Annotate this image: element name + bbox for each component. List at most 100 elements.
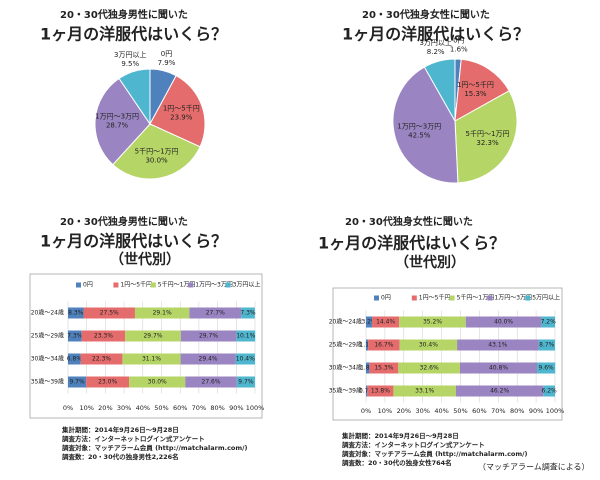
y-tick-label: 35歳～39歳 — [329, 387, 362, 395]
pie-slice — [392, 66, 459, 184]
slice-value: 9.5% — [121, 60, 139, 68]
data-label: 1.1% — [359, 342, 375, 349]
bar-segment — [185, 376, 237, 388]
survey-note: 調査対象：マッチアラーム会員 (http://matchalarm.com/) — [62, 443, 248, 452]
bar-segment — [125, 330, 181, 342]
chart-subtitle: 20・30代独身男性に聞いた — [60, 8, 188, 21]
pie-slice — [112, 123, 201, 180]
data-label: 40.0% — [494, 319, 513, 326]
pie-slice — [118, 68, 151, 126]
survey-note: 調査数：20・30代の独身女性764名 — [342, 458, 452, 467]
bar-segment — [180, 330, 237, 342]
bar-segment — [368, 339, 400, 351]
slice-label: 1万円～3万円 — [397, 122, 441, 130]
chart-subtitle: 20・30代独身女性に聞いた — [362, 8, 490, 21]
pie-slice — [423, 58, 456, 123]
bar-segment — [399, 316, 466, 328]
data-label: 16.7% — [374, 342, 393, 349]
legend-label: 1万円～3万円 — [494, 295, 532, 302]
slice-label: 3万円以上 — [114, 50, 146, 59]
survey-note: 調査方法：インターネットログイン式アンケート — [342, 440, 485, 449]
bar-segment — [81, 330, 126, 342]
bar-segment — [366, 339, 369, 351]
bar-segment — [537, 362, 556, 374]
survey-note: 調査方法：インターネットログイン式アンケート — [62, 434, 205, 443]
credit: （マッチアラーム調査による） — [478, 462, 590, 472]
bar-segment — [80, 353, 123, 365]
bar-segment — [393, 385, 456, 397]
legend-swatch — [113, 282, 119, 288]
data-label: 29.4% — [199, 356, 218, 363]
legend-label: 0円 — [381, 295, 391, 302]
x-tick-label: 60% — [472, 407, 486, 415]
data-label: 9.6% — [538, 365, 554, 372]
bar-segment — [68, 353, 81, 365]
x-tick-label: 90% — [229, 404, 243, 412]
bar-segment — [398, 362, 460, 374]
bar-segment — [236, 376, 255, 388]
x-tick-label: 20% — [397, 407, 411, 415]
data-label: 7.3% — [67, 333, 83, 340]
data-label: 30.0% — [148, 379, 167, 386]
bar-segment — [189, 307, 242, 319]
bar-segment — [367, 385, 394, 397]
x-tick-label: 50% — [154, 404, 168, 412]
data-label: 6.8% — [67, 356, 83, 363]
data-label: 43.1% — [488, 342, 507, 349]
legend-label: 3万円以上 — [233, 281, 261, 289]
slice-label: 1円～5千円 — [163, 104, 200, 113]
chart-title-suffix: （世代別） — [395, 254, 465, 271]
x-tick-label: 90% — [529, 407, 543, 415]
bar-segment — [369, 362, 399, 374]
x-tick-label: 0% — [361, 407, 371, 415]
data-label: 1.8% — [360, 365, 376, 372]
x-tick-label: 50% — [453, 407, 467, 415]
data-label: 27.7% — [206, 310, 225, 317]
bar-segment — [236, 330, 256, 342]
slice-label: 1万円～3万円 — [95, 113, 139, 121]
y-tick-label: 20歳～24歳 — [329, 318, 362, 326]
bar-segment — [366, 362, 370, 374]
data-label: 29.1% — [153, 310, 172, 317]
bar-segment — [543, 385, 555, 397]
data-label: 6.2% — [542, 388, 558, 395]
chart-title-suffix: （世代別） — [110, 251, 180, 268]
bar-segment — [465, 316, 542, 328]
x-tick-label: 40% — [136, 404, 150, 412]
survey-note: 調査対象：マッチアラーム会員 (http://matchalarm.com/) — [342, 449, 528, 458]
data-label: 30.4% — [419, 342, 438, 349]
slice-value: 32.3% — [476, 139, 499, 147]
x-tick-label: 60% — [173, 404, 187, 412]
legend-swatch — [525, 295, 531, 301]
bar-segment — [399, 339, 458, 351]
legend-label: 5万円以上 — [532, 294, 560, 302]
x-tick-label: 20% — [98, 404, 112, 412]
pie-slice — [149, 74, 206, 148]
chart-subtitle: 20・30代独身女性に聞いた — [345, 215, 473, 228]
data-label: 35.2% — [423, 319, 442, 326]
legend-label: 0円 — [83, 282, 93, 289]
slice-label: 0円 — [161, 50, 172, 58]
x-tick-label: 30% — [415, 407, 429, 415]
legend-label: 5千円～1万円 — [158, 281, 196, 289]
legend-swatch — [374, 295, 379, 301]
data-label: 40.8% — [489, 365, 508, 372]
data-label: 13.8% — [371, 388, 390, 395]
bar-segment — [459, 362, 538, 374]
data-label: 27.5% — [100, 310, 119, 317]
data-label: 33.1% — [415, 388, 434, 395]
chart-title: 1ヶ月の洋服代はいくら？ — [40, 25, 227, 44]
bar-segment — [457, 339, 539, 351]
x-tick-label: 0% — [63, 404, 73, 412]
x-tick-label: 70% — [192, 404, 206, 412]
bar-segment — [68, 307, 84, 319]
legend-swatch — [188, 282, 194, 288]
slice-value: 28.7% — [106, 122, 129, 130]
legend-swatch — [76, 282, 81, 288]
bar-segment — [241, 307, 255, 319]
pie-slice — [454, 58, 510, 122]
slice-value: 30.0% — [145, 156, 168, 164]
data-label: 3.2% — [361, 319, 377, 326]
chart-frame — [332, 287, 563, 421]
legend-label: 5千円～1万円 — [457, 294, 495, 302]
